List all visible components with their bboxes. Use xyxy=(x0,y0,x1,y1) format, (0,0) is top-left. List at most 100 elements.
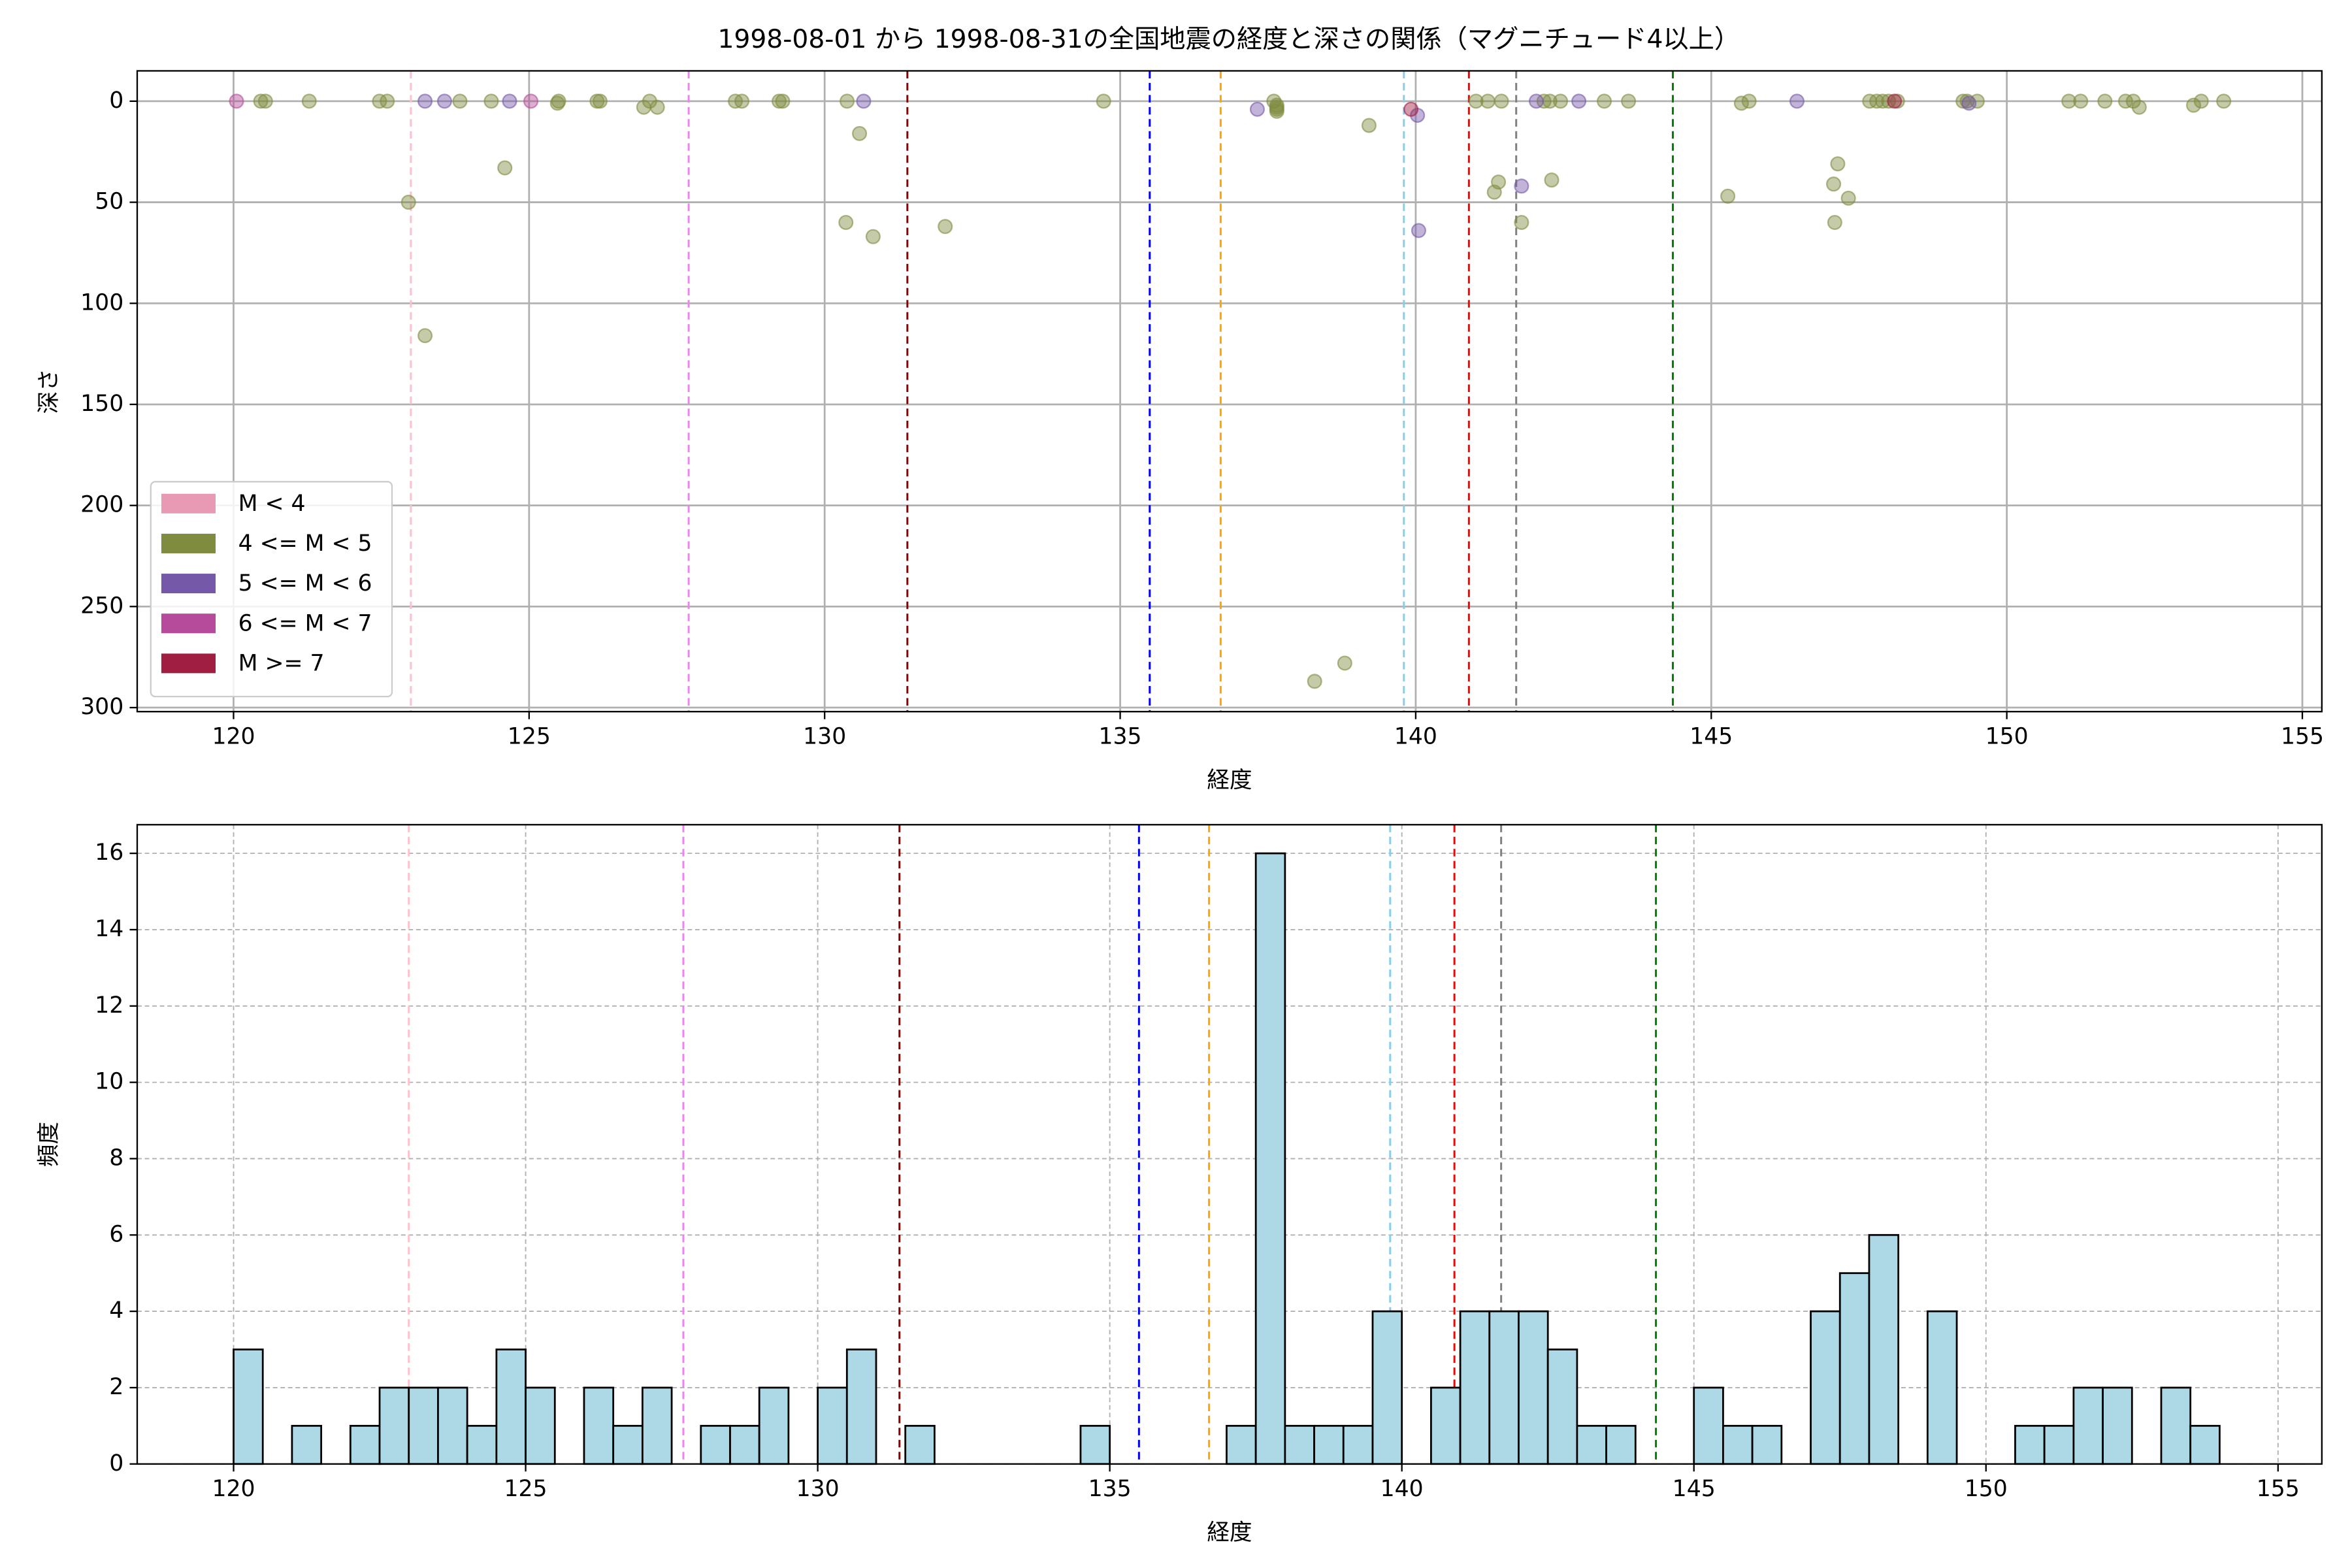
bar xyxy=(495,1348,527,1465)
point xyxy=(1403,101,1419,117)
point xyxy=(1528,93,1544,109)
point xyxy=(775,93,791,109)
y-tick-label: 10 xyxy=(95,1069,123,1095)
x-tick-label: 150 xyxy=(1985,723,2029,749)
point xyxy=(1514,178,1529,194)
bar xyxy=(1342,1424,1374,1465)
legend-swatch xyxy=(161,493,216,514)
bar xyxy=(641,1386,673,1465)
point xyxy=(2193,93,2209,109)
x-tick-label: 145 xyxy=(1673,1476,1716,1502)
bar xyxy=(758,1386,790,1465)
point xyxy=(1361,118,1377,133)
point xyxy=(1830,156,1846,172)
x-tick-label: 135 xyxy=(1099,723,1142,749)
y-tick-label: 8 xyxy=(109,1145,123,1171)
bar xyxy=(1488,1310,1520,1465)
point xyxy=(1840,190,1856,206)
y-tick-label: 2 xyxy=(109,1374,123,1400)
point xyxy=(523,93,539,109)
point xyxy=(2216,93,2232,109)
x-tick-label: 135 xyxy=(1088,1476,1132,1502)
bar xyxy=(349,1424,381,1465)
point xyxy=(1544,172,1560,188)
chart-title: 1998-08-01 から 1998-08-31の全国地震の経度と深さの関係（マ… xyxy=(717,25,1740,54)
bar xyxy=(408,1386,439,1465)
point xyxy=(1961,95,1977,111)
bar xyxy=(612,1424,644,1465)
bar xyxy=(700,1424,731,1465)
y-tick-label: 14 xyxy=(95,916,123,942)
point xyxy=(1514,214,1529,231)
point xyxy=(1480,93,1495,109)
point xyxy=(1571,93,1587,109)
y-tick-label: 6 xyxy=(109,1221,123,1247)
x-tick-label: 120 xyxy=(212,723,255,749)
bar xyxy=(2014,1424,2046,1465)
x-tick-label: 155 xyxy=(2281,723,2324,749)
point xyxy=(2061,93,2077,109)
bar xyxy=(904,1424,936,1465)
x-tick-label: 130 xyxy=(796,1476,840,1502)
x-tick-label: 145 xyxy=(1690,723,1733,749)
y-tick-label: 12 xyxy=(95,992,123,1019)
bar xyxy=(845,1348,877,1465)
point xyxy=(1826,176,1842,192)
bar xyxy=(1605,1424,1637,1465)
point xyxy=(417,93,433,109)
point xyxy=(1596,93,1612,109)
legend-label: 5 <= M < 6 xyxy=(238,570,372,596)
bar xyxy=(1518,1310,1549,1465)
x-tick-label: 125 xyxy=(508,723,551,749)
bar xyxy=(2189,1424,2221,1465)
y-tick-label: 0 xyxy=(109,88,123,114)
point xyxy=(938,219,953,235)
point xyxy=(497,160,513,176)
point xyxy=(1789,93,1805,109)
bar xyxy=(1226,1424,1257,1465)
point xyxy=(2097,93,2113,109)
point xyxy=(483,93,499,109)
bar xyxy=(1576,1424,1607,1465)
bar xyxy=(1079,1424,1111,1465)
bar xyxy=(2160,1386,2192,1465)
bar xyxy=(1546,1348,1578,1465)
bar xyxy=(729,1424,760,1465)
point xyxy=(1827,214,1842,231)
bar xyxy=(1313,1424,1345,1465)
legend-swatch xyxy=(161,613,216,634)
point xyxy=(1269,103,1284,119)
point xyxy=(229,93,244,109)
y-tick-label: 0 xyxy=(109,1450,123,1477)
bar xyxy=(291,1424,323,1465)
point xyxy=(838,214,854,231)
legend-swatch xyxy=(161,653,216,674)
point xyxy=(1875,93,1891,109)
bar xyxy=(1429,1386,1462,1465)
legend-label: 6 <= M < 7 xyxy=(238,610,372,636)
point xyxy=(856,93,872,109)
point xyxy=(865,229,881,244)
point xyxy=(840,93,855,109)
point xyxy=(400,195,416,210)
bar xyxy=(1371,1310,1403,1465)
point xyxy=(257,93,273,109)
axes-frame xyxy=(136,70,2323,713)
point xyxy=(372,93,387,109)
x-tick-label: 130 xyxy=(803,723,846,749)
point xyxy=(253,93,269,109)
x-tick-label: 155 xyxy=(2257,1476,2300,1502)
point xyxy=(1249,101,1265,117)
point xyxy=(417,328,433,344)
point xyxy=(1096,93,1111,109)
x-tick-label: 150 xyxy=(1965,1476,2008,1502)
bar xyxy=(378,1386,410,1465)
y-axis-label: 頻度 xyxy=(36,1122,62,1167)
bar xyxy=(1868,1233,1900,1465)
axes-frame xyxy=(136,824,2323,1465)
point xyxy=(592,93,608,109)
bar xyxy=(1810,1310,1841,1465)
y-tick-label: 50 xyxy=(95,189,123,215)
